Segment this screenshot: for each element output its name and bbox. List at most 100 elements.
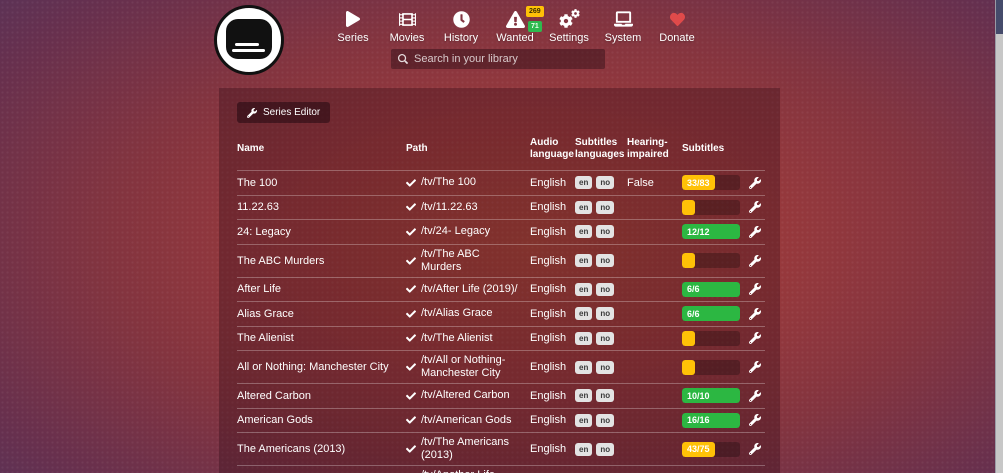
search-input[interactable] (414, 53, 598, 65)
subtitles-progress-label: 10/10 (687, 390, 710, 401)
subtitles-progress-fill: 16/16 (682, 412, 740, 428)
nav-item-series[interactable]: Series (326, 8, 380, 44)
subtitles-progress-cell: 6/6 (682, 306, 745, 322)
nav-item-movies[interactable]: Movies (380, 8, 434, 44)
subtitles-progress-fill (682, 253, 695, 268)
play-icon (346, 8, 360, 30)
language-badge: en (575, 360, 593, 374)
gears-icon (559, 8, 580, 30)
series-path: /tv/All or Nothing- Manchester City (406, 354, 530, 380)
subtitles-progress-cell: 16/16 (682, 412, 745, 428)
subtitles-progress-fill: 12/12 (682, 224, 740, 240)
series-path: /tv/Altered Carbon (406, 389, 530, 402)
wrench-icon[interactable] (749, 201, 761, 214)
series-name[interactable]: American Gods (237, 414, 313, 427)
series-editor-button[interactable]: Series Editor (237, 102, 331, 123)
series-name[interactable]: After Life (237, 283, 282, 296)
series-path: /tv/Another Life (2019) (406, 469, 530, 473)
top-navbar: Series Movies History Wanted 269 (0, 0, 1003, 84)
wrench-icon[interactable] (749, 283, 761, 296)
wanted-series-badge: 269 (526, 6, 544, 17)
subtitles-progress-label: 6/6 (687, 308, 700, 319)
table-row: After Life /tv/After Life (2019)/ Englis… (237, 276, 765, 302)
series-path: /tv/24- Legacy (406, 225, 530, 238)
series-name[interactable]: 11.22.63 (237, 201, 280, 214)
nav-item-wanted[interactable]: Wanted 269 71 (488, 6, 544, 44)
series-path-text: /tv/24- Legacy (421, 225, 491, 238)
series-name[interactable]: The 100 (237, 176, 278, 189)
wrench-icon[interactable] (749, 443, 761, 455)
audio-language: English (530, 283, 567, 296)
wrench-icon[interactable] (749, 176, 761, 189)
subtitles-progress-cell (682, 253, 745, 268)
series-name[interactable]: The Americans (2013) (237, 443, 346, 455)
language-badge: en (575, 254, 593, 267)
series-name[interactable]: Altered Carbon (237, 389, 311, 402)
wrench-icon[interactable] (749, 389, 761, 402)
subtitles-progress-cell (682, 359, 745, 375)
language-badge: en (575, 282, 593, 296)
series-name[interactable]: Alias Grace (237, 307, 294, 320)
series-path-text: /tv/American Gods (421, 413, 512, 426)
series-path: /tv/After Life (2019)/ (406, 283, 530, 296)
nav-item-donate[interactable]: Donate (650, 8, 704, 44)
app-logo[interactable] (214, 5, 284, 75)
language-badge: en (575, 389, 593, 403)
series-path-text: /tv/All or Nothing- Manchester City (421, 354, 506, 379)
audio-language: English (530, 361, 567, 373)
nav-item-history[interactable]: History (434, 8, 488, 44)
subtitles-progress-label: 43/75 (687, 444, 710, 454)
table-row: American Gods /tv/American Gods English … (237, 407, 765, 433)
series-path-text: /tv/Another Life (2019) (421, 469, 522, 473)
wanted-movies-badge: 71 (528, 21, 542, 32)
nav-item-system[interactable]: System (596, 8, 650, 44)
audio-language: English (530, 332, 567, 345)
page-scrollbar[interactable] (995, 0, 1003, 473)
column-header-hearing-impaired: Hearing-impaired (627, 137, 669, 160)
subtitle-language-badges: en no (575, 331, 627, 345)
check-icon (406, 309, 416, 319)
language-badge: en (575, 442, 593, 456)
series-table-body: The 100 /tv/The 100 English en no False 3… (237, 170, 765, 473)
subtitle-language-badges: en no (575, 176, 627, 190)
subtitles-progress-fill (682, 359, 695, 375)
subtitles-progress-bar: 33/83 (682, 175, 740, 191)
column-header-subtitles: Subtitles (682, 143, 725, 154)
language-badge: en (575, 307, 593, 321)
series-path: /tv/American Gods (406, 414, 530, 427)
wrench-icon[interactable] (749, 361, 761, 373)
subtitles-progress-bar (682, 199, 740, 215)
audio-language: English (530, 389, 567, 402)
wrench-icon[interactable] (749, 254, 761, 267)
language-badge: no (596, 176, 615, 190)
wrench-icon[interactable] (749, 414, 761, 427)
nav-item-settings[interactable]: Settings (542, 8, 596, 44)
series-name[interactable]: All or Nothing: Manchester City (237, 361, 389, 373)
audio-language: English (530, 414, 567, 427)
hearing-impaired-value: False (627, 176, 654, 189)
audio-language: English (530, 176, 567, 189)
subtitles-progress-fill: 6/6 (682, 281, 740, 297)
audio-language: English (530, 254, 567, 267)
subtitles-progress-cell: 33/83 (682, 175, 745, 191)
series-name[interactable]: The ABC Murders (237, 254, 325, 267)
series-path-text: /tv/Alias Grace (421, 307, 493, 320)
language-badge: en (575, 176, 593, 190)
wrench-icon[interactable] (749, 225, 761, 238)
language-badge: no (596, 442, 615, 456)
table-row: 11.22.63 /tv/11.22.63 English en no (237, 194, 765, 220)
subtitle-language-badges: en no (575, 200, 627, 214)
wrench-icon[interactable] (749, 307, 761, 320)
check-icon (406, 202, 416, 212)
subtitles-progress-fill (682, 330, 695, 346)
subtitle-language-badges: en no (575, 254, 627, 267)
subtitles-progress-bar: 12/12 (682, 224, 740, 240)
series-name[interactable]: 24: Legacy (237, 225, 291, 238)
table-row: Another Life (2019) /tv/Another Life (20… (237, 465, 765, 473)
series-name[interactable]: The Alienist (237, 332, 294, 345)
subtitle-language-badges: en no (575, 307, 627, 321)
scrollbar-thumb[interactable] (996, 0, 1003, 34)
subtitles-progress-bar: 6/6 (682, 281, 740, 297)
wrench-icon[interactable] (749, 332, 761, 345)
